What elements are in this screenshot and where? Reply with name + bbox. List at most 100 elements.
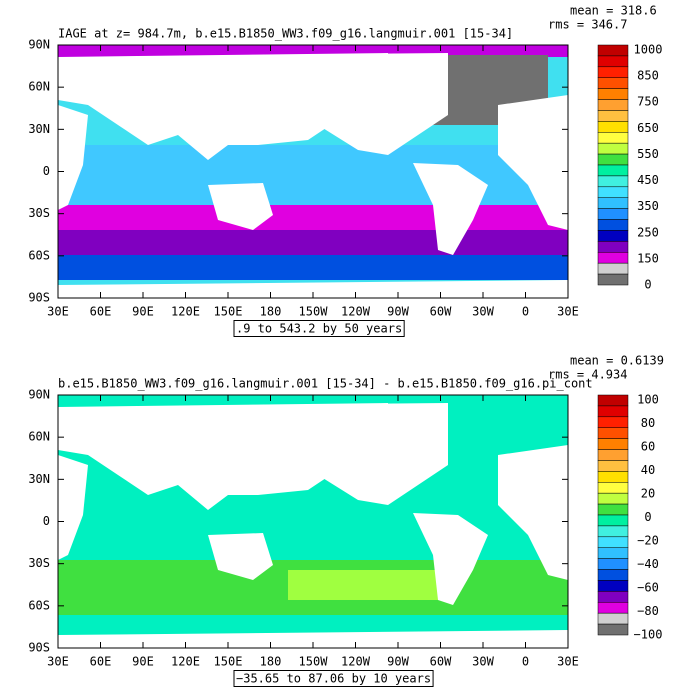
lon-label: 150W xyxy=(299,305,329,319)
lat-label: 0 xyxy=(43,164,50,178)
colorbar-label: 40 xyxy=(641,463,655,477)
colorbar-label: 1000 xyxy=(634,43,663,57)
lat-label: 0 xyxy=(43,514,50,528)
colorbar-label: −40 xyxy=(637,557,659,571)
colorbar-box xyxy=(597,438,629,450)
lon-label: 120E xyxy=(171,305,200,319)
ocean-band xyxy=(58,230,568,255)
lat-label: 90S xyxy=(28,641,50,655)
lon-label: 30W xyxy=(472,305,494,319)
colorbar-box xyxy=(597,66,629,78)
colorbar-box xyxy=(597,262,629,275)
lon-label: 120E xyxy=(171,655,200,669)
lon-label: 150E xyxy=(214,655,243,669)
lon-label: 0 xyxy=(522,305,529,319)
lat-label: 30N xyxy=(28,472,50,486)
colorbar-box xyxy=(597,88,629,100)
lat-label: 30S xyxy=(28,556,50,570)
colorbar-label: 650 xyxy=(637,121,659,135)
contour-range-box xyxy=(233,670,434,687)
colorbar-box xyxy=(597,427,629,439)
lon-label: 120W xyxy=(341,305,371,319)
panel-title: b.e15.B1850_WW3.f09_g16.langmuir.001 [15… xyxy=(58,377,593,391)
lon-label: 30E xyxy=(47,305,69,319)
lon-label: 0 xyxy=(522,655,529,669)
colorbar-box xyxy=(597,536,629,548)
colorbar-box xyxy=(597,208,629,220)
colorbar-label: −80 xyxy=(637,604,659,618)
colorbar-box xyxy=(597,569,629,581)
colorbar-box xyxy=(597,252,629,264)
lat-label: 60S xyxy=(28,598,50,612)
lon-label: 30E xyxy=(557,655,579,669)
lon-label: 120W xyxy=(341,655,371,669)
colorbar-label: −20 xyxy=(637,534,659,548)
colorbar-label: 20 xyxy=(641,487,655,501)
ocean-band xyxy=(58,255,568,280)
colorbar-label: 450 xyxy=(637,173,659,187)
ocean-band xyxy=(58,145,568,205)
colorbar-box xyxy=(597,77,629,89)
lon-label: 60W xyxy=(430,305,452,319)
ocean-band xyxy=(58,205,568,230)
lat-label: 30S xyxy=(28,206,50,220)
colorbar-box xyxy=(597,132,629,144)
colorbar-box xyxy=(597,460,629,472)
rms-label: rms = 4.934 xyxy=(548,368,627,382)
colorbar-box xyxy=(597,121,629,133)
mean-label: mean = 0.6139 xyxy=(570,354,664,368)
colorbar-label: −60 xyxy=(637,581,659,595)
colorbar-box xyxy=(597,273,629,286)
lon-label: 90W xyxy=(387,305,409,319)
colorbar-box xyxy=(597,492,629,505)
lon-label: 30E xyxy=(47,655,69,669)
colorbar-label: 550 xyxy=(637,147,659,161)
colorbar-label: 0 xyxy=(644,278,651,292)
lat-label: 90N xyxy=(28,388,50,402)
colorbar-box xyxy=(597,416,629,428)
colorbar-box xyxy=(597,164,629,177)
colorbar-box xyxy=(597,142,629,155)
lon-label: 60E xyxy=(90,305,112,319)
colorbar-box xyxy=(597,558,629,570)
contour-range: .9 to 543.2 by 50 years xyxy=(236,322,402,336)
lon-label: 30W xyxy=(472,655,494,669)
lat-label: 60N xyxy=(28,80,50,94)
lon-label: 90E xyxy=(132,305,154,319)
colorbar-label: 80 xyxy=(641,416,655,430)
lat-label: 30N xyxy=(28,122,50,136)
colorbar-box xyxy=(597,449,629,461)
colorbar-box xyxy=(597,471,629,483)
ocean-band xyxy=(288,570,438,600)
lon-label: 60W xyxy=(430,655,452,669)
lon-label: 90W xyxy=(387,655,409,669)
lat-label: 90S xyxy=(28,291,50,305)
colorbar-box xyxy=(597,241,629,253)
lat-label: 60S xyxy=(28,248,50,262)
colorbar-box xyxy=(597,525,629,538)
colorbar-box xyxy=(597,197,629,209)
colorbar-box xyxy=(597,503,629,516)
colorbar-box xyxy=(597,153,629,166)
colorbar-label: 350 xyxy=(637,199,659,213)
colorbar-label: 60 xyxy=(641,440,655,454)
colorbar-box xyxy=(597,394,629,407)
colorbar-box xyxy=(597,514,629,527)
colorbar-box xyxy=(597,55,629,68)
colorbar-label: 250 xyxy=(637,225,659,239)
lon-label: 180 xyxy=(260,305,282,319)
colorbar-box xyxy=(597,547,629,559)
colorbar-box xyxy=(597,623,629,636)
lat-label: 90N xyxy=(28,38,50,52)
colorbar-box xyxy=(597,219,629,231)
colorbar-label: 100 xyxy=(637,393,659,407)
colorbar-box xyxy=(597,175,629,188)
colorbar-box xyxy=(597,99,629,111)
colorbar-label: 850 xyxy=(637,69,659,83)
colorbar-box xyxy=(597,482,629,494)
lon-label: 60E xyxy=(90,655,112,669)
lon-label: 90E xyxy=(132,655,154,669)
colorbar-box xyxy=(597,186,629,198)
panel-title: IAGE at z= 984.7m, b.e15.B1850_WW3.f09_g… xyxy=(58,27,513,41)
